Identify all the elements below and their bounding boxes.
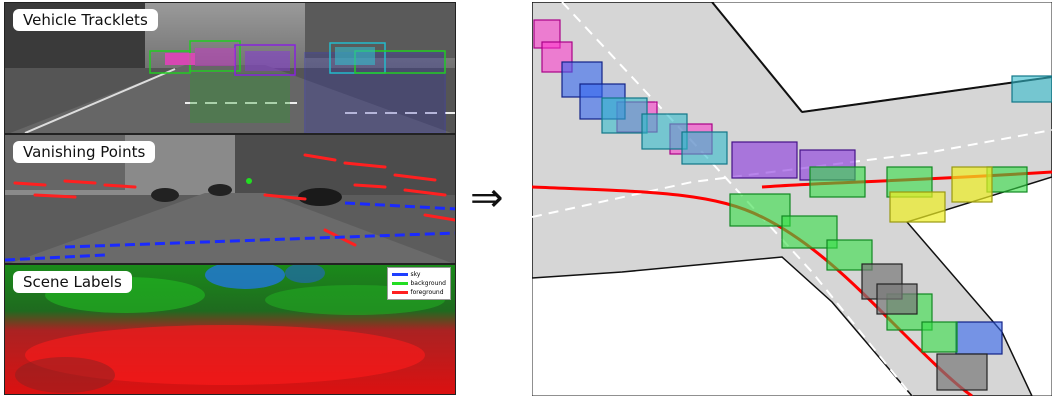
vehicle-tracklets-panel: Vehicle Tracklets	[4, 2, 456, 134]
vanishing-points-image	[5, 135, 455, 263]
legend-swatch-foreground	[391, 291, 408, 294]
scene-labels-label: Scene Labels	[13, 271, 132, 293]
scene-labels-image	[5, 265, 455, 394]
implies-arrow: ⇒	[470, 175, 504, 221]
legend-swatch-background	[391, 282, 408, 285]
legend-item-background: background	[391, 279, 447, 288]
lane-marking	[532, 129, 1052, 218]
vanishing-points-label: Vanishing Points	[13, 141, 156, 163]
legend-text-background: background	[410, 280, 447, 287]
scene-reconstruction	[532, 2, 1052, 396]
legend-item-sky: sky	[391, 270, 447, 279]
vanishing-points-panel: Vanishing Points	[4, 134, 456, 264]
lane-marking	[561, 2, 913, 396]
vehicle-boxes	[533, 19, 1052, 391]
legend-swatch-sky	[391, 273, 408, 276]
legend-item-foreground: foreground	[391, 288, 447, 297]
legend-text-foreground: foreground	[410, 289, 444, 296]
vehicle-tracklets-label: Vehicle Tracklets	[13, 9, 158, 31]
scene-legend: sky background foreground	[386, 267, 451, 300]
legend-text-sky: sky	[410, 271, 421, 278]
scene-labels-panel: Scene Labels sky background foreground	[4, 264, 456, 395]
